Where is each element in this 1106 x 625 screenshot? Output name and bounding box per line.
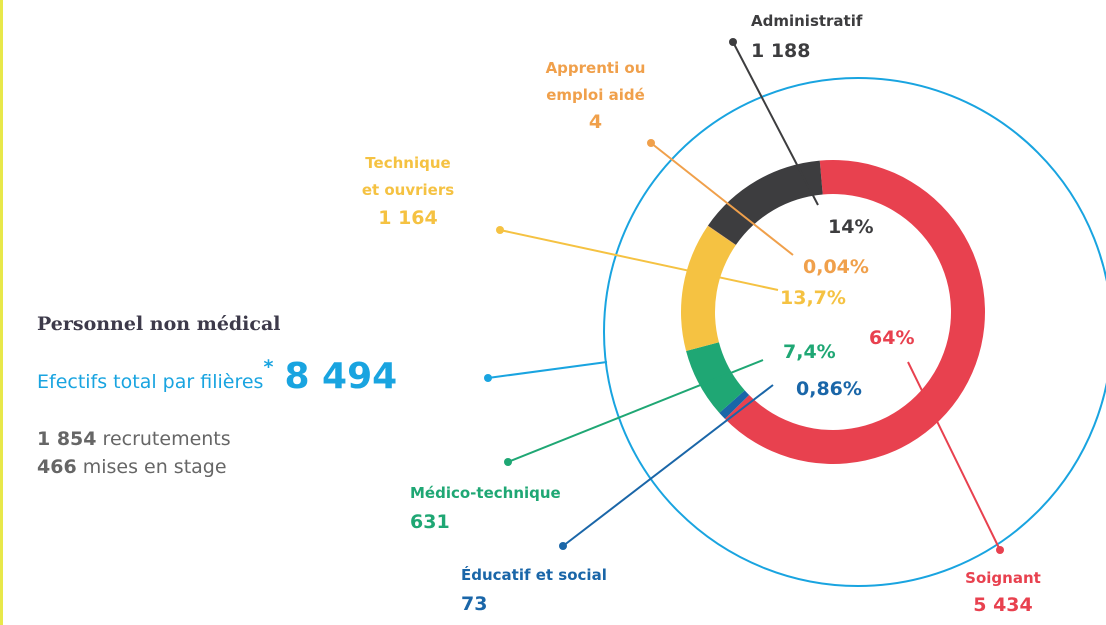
donut-segment: [707, 225, 736, 246]
donut-segment: [681, 225, 736, 351]
category-label: Technique et ouvriers: [361, 154, 455, 199]
donut-segment: [724, 160, 985, 464]
stat-1: 1 854 recrutements: [37, 428, 231, 450]
category-label: Administratif: [751, 12, 863, 30]
leader-line: [732, 41, 819, 206]
value-label: 73: [461, 593, 488, 615]
category-label: Éducatif et social: [461, 566, 607, 584]
subtitle-row: Efectifs total par filières* 8 494: [37, 356, 397, 397]
leader-dot: [996, 546, 1004, 554]
leader-dot: [647, 139, 655, 147]
category-label: Soignant: [965, 569, 1041, 587]
leader-dot: [729, 38, 737, 46]
category-label: Médico-technique: [410, 484, 561, 502]
stat-text: mises en stage: [82, 456, 227, 478]
chart: [484, 38, 1106, 587]
leader-line: [507, 359, 764, 463]
note-mark: *: [263, 356, 274, 378]
title: Personnel non médical: [37, 313, 281, 335]
donut-segment: [719, 390, 750, 419]
value-label: 1 188: [751, 40, 811, 62]
share-label: 0,04%: [803, 256, 869, 278]
subtitle: Efectifs total par filières: [37, 371, 264, 393]
leader-dot: [504, 458, 512, 466]
category-label: Apprenti ou emploi aidé: [545, 59, 646, 104]
leader-dot: [496, 226, 504, 234]
share-label: 7,4%: [783, 341, 836, 363]
share-label: 0,86%: [796, 378, 862, 400]
share-label: 14%: [828, 216, 874, 238]
value-label: 4: [588, 111, 603, 133]
share-label: 64%: [869, 327, 915, 349]
total-dot: [484, 374, 492, 382]
leader-line: [650, 142, 794, 256]
value-label: 1 164: [378, 207, 438, 229]
donut-segment: [686, 342, 745, 413]
leader-line: [499, 229, 779, 291]
leader-line: [907, 361, 1001, 551]
donut-segment: [707, 160, 823, 245]
leader-dot: [559, 542, 567, 550]
stat-value: 1 854: [37, 428, 97, 450]
total: 8 494: [284, 356, 398, 397]
share-label: 13,7%: [780, 287, 846, 309]
leader-line: [562, 384, 774, 547]
stat-value: 466: [37, 456, 77, 478]
outer-circle: [603, 77, 1106, 587]
value-label: 631: [410, 511, 450, 533]
stat-2: 466 mises en stage: [37, 456, 227, 478]
total-leader: [487, 361, 608, 379]
stat-text: recrutements: [102, 428, 231, 450]
value-label: 5 434: [973, 594, 1033, 616]
